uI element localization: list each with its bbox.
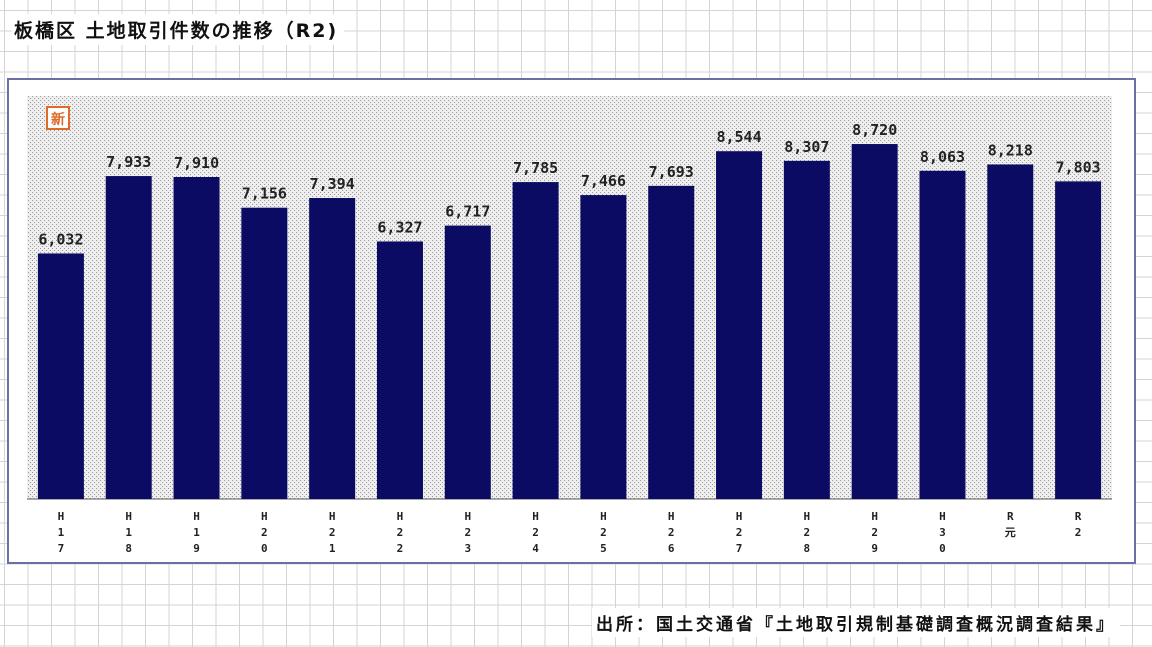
bar-H28 [783, 160, 830, 499]
x-axis-ticks: H 1 7 H 1 8 H 1 9 H 2 0 H 2 1 H 2 2 H 2 3 H 2 4 H 2 5 H 2 6 H 2 7 H 2 8 H 2 9 H… [58, 510, 1082, 555]
bar-H20 [241, 207, 288, 499]
bar-H26 [648, 185, 695, 499]
bar-R2 [1055, 181, 1102, 499]
bar-H29 [851, 144, 898, 499]
bar-H19 [173, 177, 220, 499]
chart-title: 板橋区 土地取引件数の推移（R2) [12, 14, 345, 45]
data-label-H18: 7,933 [106, 153, 151, 171]
new-badge: 新 [46, 106, 70, 130]
data-label-H30: 8,063 [920, 148, 965, 166]
data-label-H20: 7,156 [242, 185, 287, 203]
new-badge-text: 新 [51, 111, 65, 128]
data-label-H23: 6,717 [445, 203, 490, 221]
data-label-H24: 7,785 [513, 159, 558, 177]
data-label-H29: 8,720 [852, 121, 897, 139]
bar-R元 [987, 164, 1034, 499]
bar-H21 [309, 198, 356, 500]
data-label-H27: 8,544 [716, 128, 761, 146]
bar-H17 [37, 253, 84, 499]
data-label-H25: 7,466 [581, 172, 626, 190]
data-label-H17: 6,032 [38, 230, 83, 248]
bar-H18 [105, 176, 152, 499]
data-label-H28: 8,307 [784, 138, 829, 156]
data-label-R元: 8,218 [988, 141, 1033, 159]
data-label-H21: 7,394 [310, 175, 355, 193]
bar-H25 [580, 195, 627, 500]
data-labels-group: 6,032 7,933 7,910 7,156 7,394 6,327 6,717 7,785… [38, 121, 1100, 248]
bar-H23 [444, 225, 491, 499]
bar-H27 [716, 151, 763, 499]
bar-H30 [919, 170, 966, 500]
data-label-H26: 7,693 [649, 163, 694, 181]
data-label-H22: 6,327 [377, 218, 422, 236]
source-note: 出所：国土交通省『土地取引規制基礎調査概況調査結果』 [592, 608, 1120, 637]
bars-group [37, 144, 1102, 500]
bar-H22 [376, 241, 423, 500]
bar-H24 [512, 182, 559, 499]
data-label-H19: 7,910 [174, 154, 219, 172]
data-label-R2: 7,803 [1056, 158, 1101, 176]
